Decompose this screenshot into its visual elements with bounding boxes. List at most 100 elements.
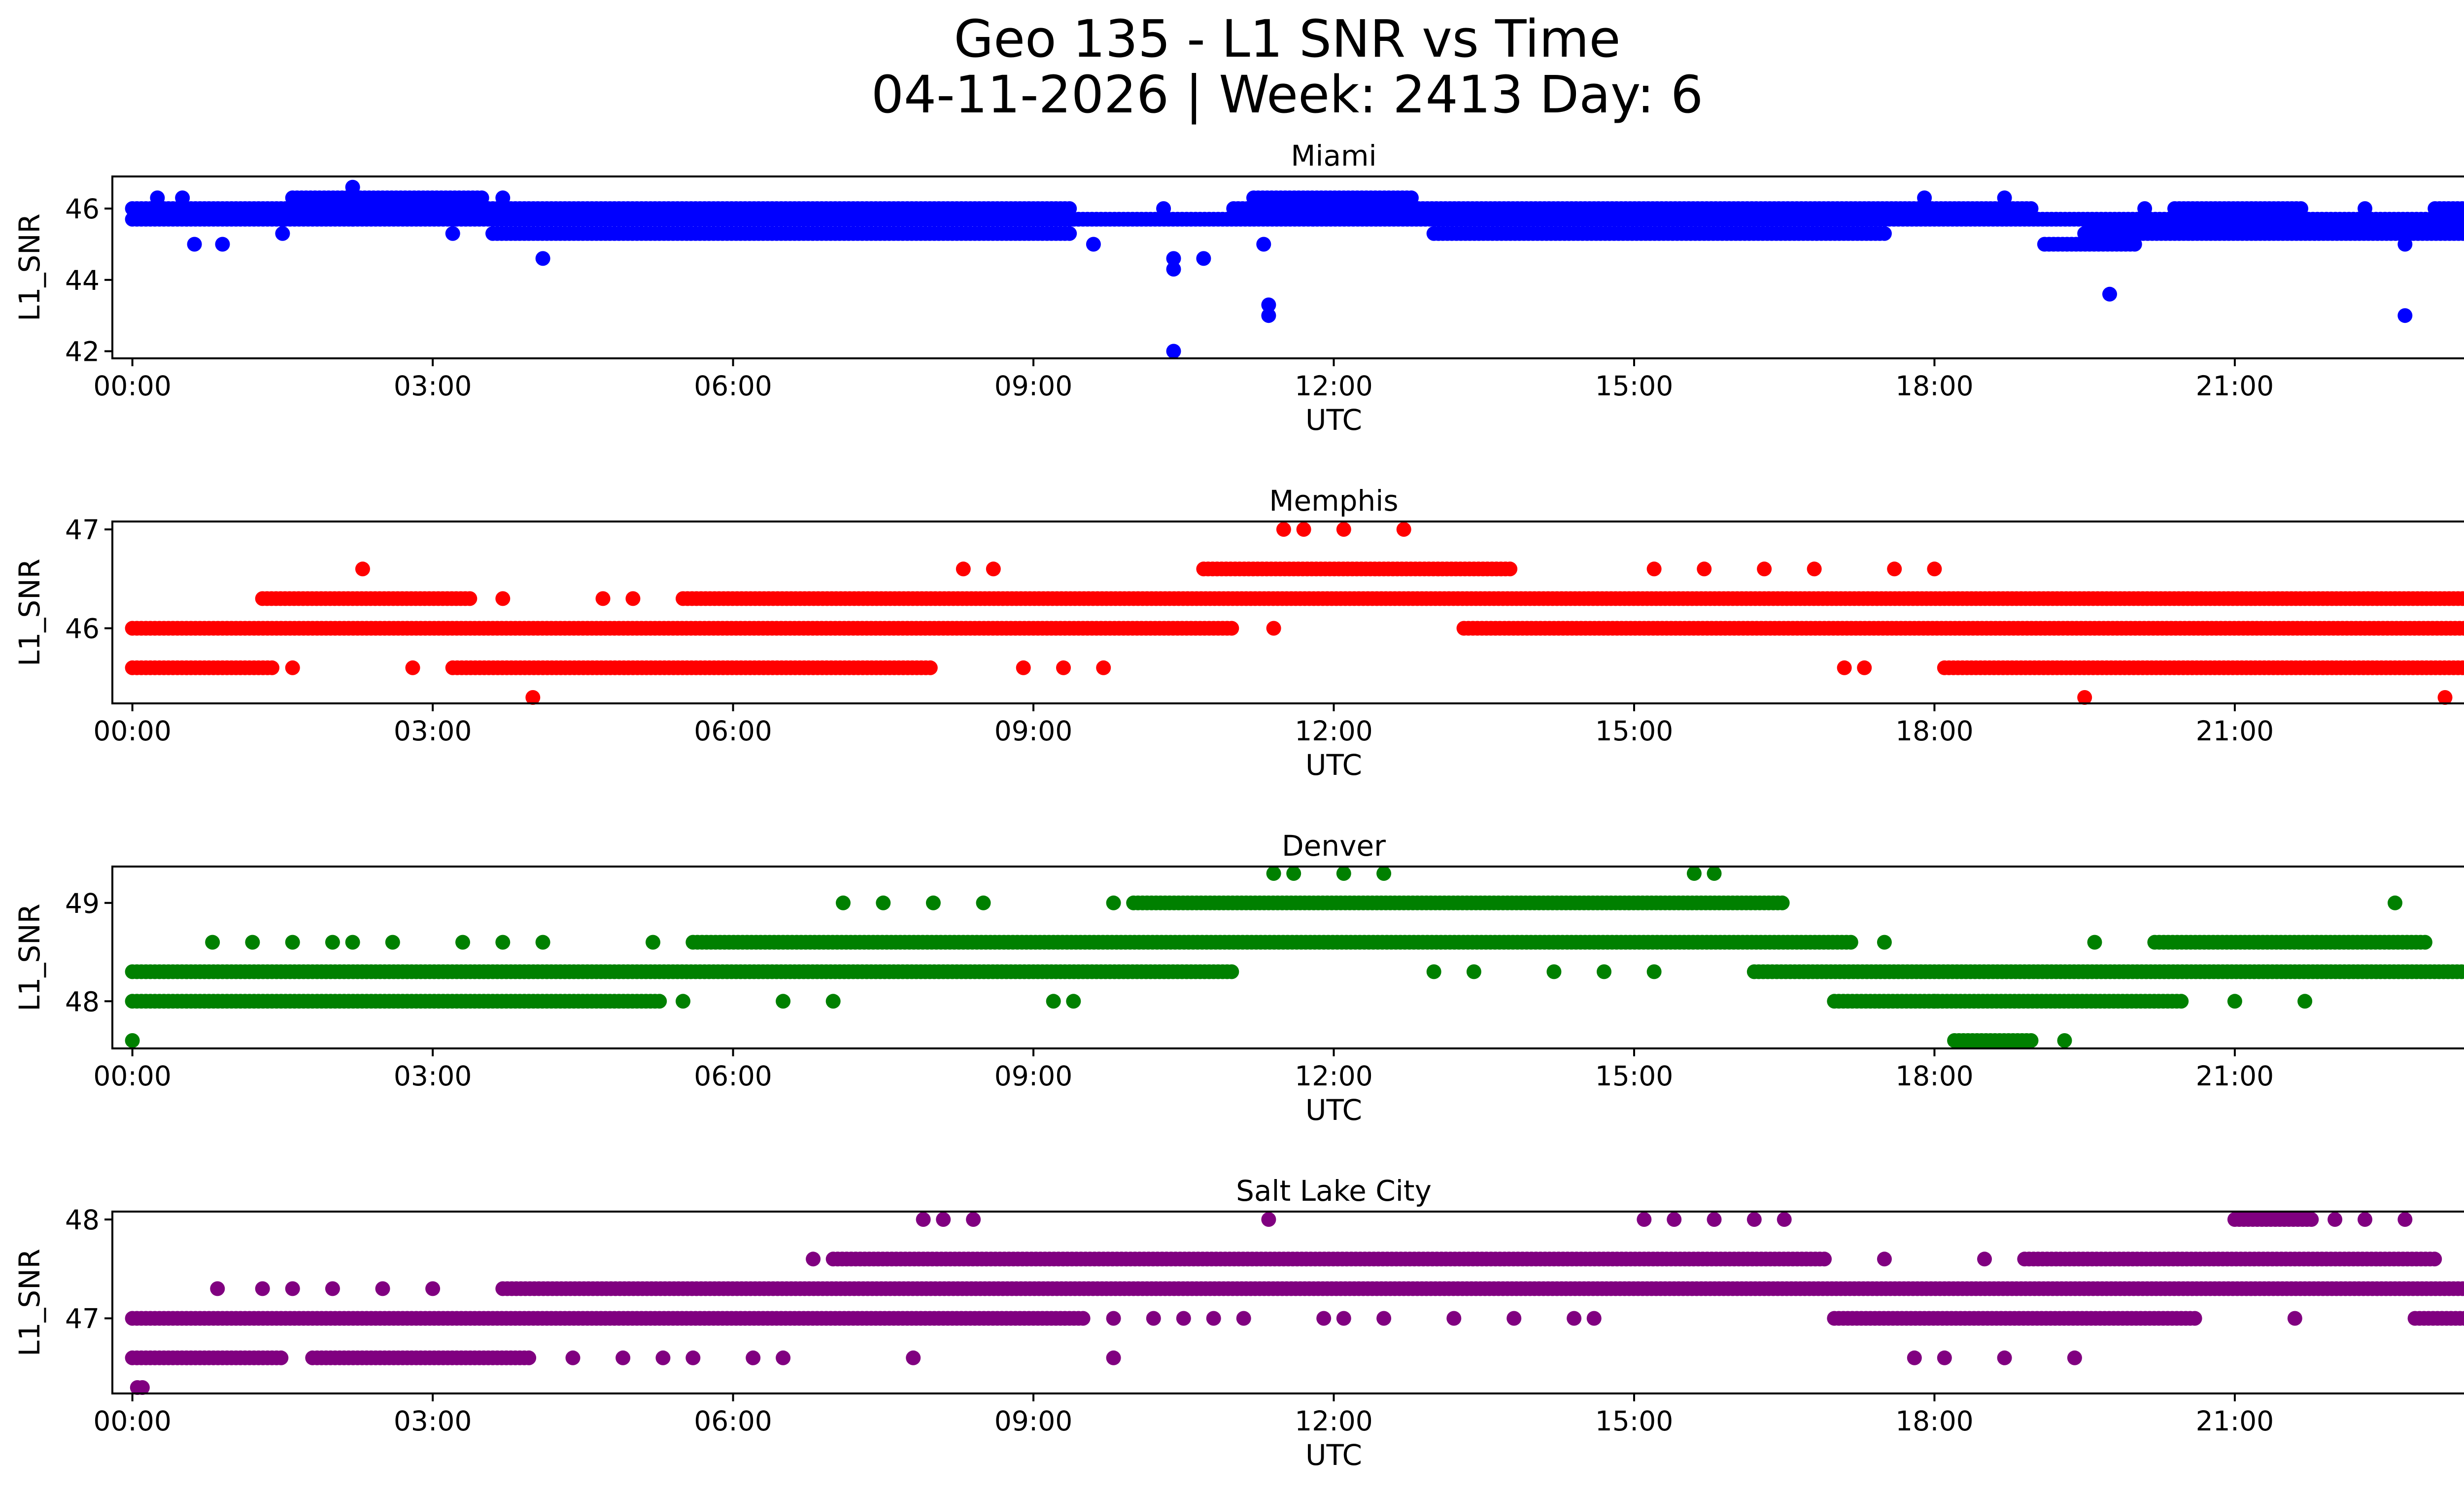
x-tick-label: 03:00 [394, 715, 472, 747]
data-point [1286, 866, 1301, 881]
data-point [625, 591, 641, 606]
data-point [956, 561, 971, 577]
data-point [1817, 1252, 1832, 1267]
subplot-title: Memphis [1269, 484, 1398, 518]
subplot-title: Miami [1291, 139, 1376, 173]
data-point [1224, 621, 1239, 636]
data-point [1597, 964, 1611, 979]
y-axis-label: L1_SNR [13, 558, 46, 666]
data-point [1224, 964, 1239, 979]
data-point [245, 935, 260, 950]
data-point [150, 190, 165, 206]
data-point [345, 211, 360, 227]
data-point [2460, 227, 2464, 240]
data-point [1156, 201, 1171, 216]
x-tick-label: 12:00 [1295, 1060, 1373, 1092]
y-tick-label: 42 [65, 336, 100, 368]
data-point [2127, 237, 2142, 252]
x-tick-label: 15:00 [1595, 715, 1674, 747]
data-point [2023, 201, 2039, 216]
data-point [1646, 964, 1662, 979]
data-point [495, 935, 511, 950]
scatter-series [125, 522, 2464, 705]
data-point [445, 226, 460, 241]
x-tick-label: 00:00 [93, 1060, 171, 1092]
data-point [986, 561, 1001, 577]
data-point [2388, 895, 2402, 910]
data-point [1166, 344, 1181, 359]
data-point [125, 1033, 140, 1048]
data-point [205, 935, 220, 950]
data-point [1686, 866, 1702, 881]
subplot-panels: Miami 00:00 03:00 06:00 09:00 12:00 15:00 18:00… [13, 139, 2464, 1472]
data-point [1775, 895, 1790, 910]
data-point [1016, 660, 1031, 675]
x-tick-label: 18:00 [1895, 1060, 1974, 1092]
data-point [2462, 1313, 2464, 1324]
data-point [1503, 561, 1518, 577]
x-tick-label: 03:00 [394, 1060, 472, 1092]
data-point [285, 660, 300, 675]
data-point [2087, 935, 2102, 950]
data-point [495, 190, 511, 206]
data-point [1086, 237, 1101, 252]
data-point [1062, 226, 1077, 241]
data-point [1066, 994, 1081, 1009]
data-point [535, 935, 550, 950]
data-point [462, 591, 478, 606]
data-point [1757, 561, 1772, 577]
x-tick-label: 06:00 [694, 370, 772, 402]
y-tick-label: 48 [65, 986, 100, 1017]
data-point [1062, 201, 1077, 216]
data-point [1166, 262, 1181, 277]
data-point [1261, 297, 1276, 313]
y-axis-label: L1_SNR [13, 213, 46, 321]
data-point [2459, 202, 2464, 216]
data-point [1843, 935, 1858, 950]
data-point [345, 179, 360, 195]
data-point [595, 591, 611, 606]
data-point [1046, 994, 1061, 1009]
data-point [2297, 994, 2313, 1009]
data-point [385, 935, 400, 950]
data-point [1266, 621, 1281, 636]
scatter-series [125, 179, 2464, 359]
y-tick-label: 46 [65, 613, 100, 645]
data-point [2174, 994, 2189, 1009]
y-tick-label: 49 [65, 888, 100, 919]
data-point [2023, 1033, 2039, 1048]
x-tick-label: 09:00 [994, 1060, 1073, 1092]
data-point [2459, 965, 2464, 979]
data-point [2293, 201, 2308, 216]
figure-subtitle: 04-11-2026 | Week: 2413 Day: 6 [871, 65, 1703, 125]
data-point [1336, 522, 1351, 537]
data-point [923, 660, 938, 675]
data-point [1927, 561, 1942, 577]
data-point [676, 994, 690, 1009]
data-point [1927, 994, 1942, 1009]
data-point [2397, 308, 2413, 323]
data-point [1707, 866, 1722, 881]
y-tick-label: 47 [65, 514, 100, 546]
data-point [1166, 251, 1181, 266]
data-point [1877, 226, 1892, 241]
axes-frame [111, 866, 2464, 1049]
data-point [1877, 935, 1892, 950]
data-point [2077, 690, 2092, 705]
data-point [355, 561, 370, 577]
data-point [2457, 621, 2464, 636]
y-axis-label: L1_SNR [13, 904, 46, 1011]
x-axis-label: UTC [1305, 403, 1362, 437]
data-point [1261, 308, 1276, 323]
data-point [405, 660, 420, 675]
data-point [1096, 660, 1111, 675]
data-point [1646, 561, 1662, 577]
x-tick-label: 15:00 [1595, 370, 1674, 402]
data-point [1336, 866, 1351, 881]
x-tick-label: 00:00 [93, 715, 171, 747]
data-point [175, 190, 190, 206]
x-tick-label: 15:00 [1595, 1060, 1674, 1092]
